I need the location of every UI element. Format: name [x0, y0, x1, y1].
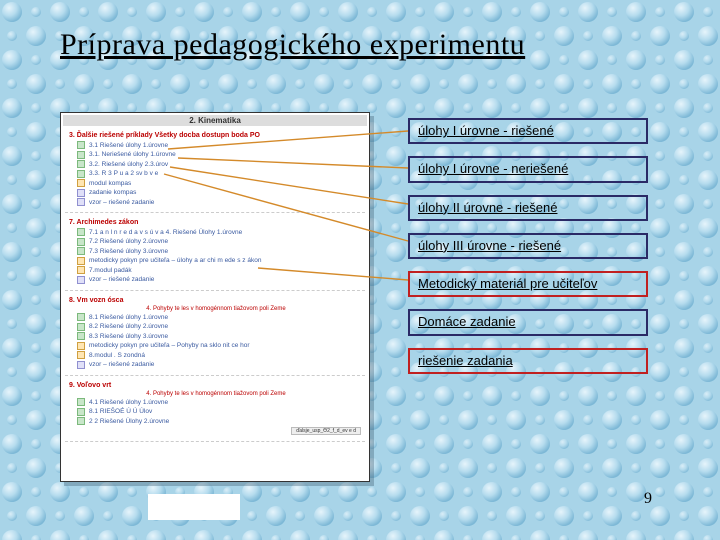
excel-icon	[77, 417, 85, 425]
callout-label: úlohy II úrovne - riešené	[418, 200, 557, 215]
screenshot-row-label: 8.1 RIEŠOÉ Ú Ú Úlov	[89, 408, 152, 415]
callout-label: úlohy III úrovne - riešené	[418, 238, 561, 253]
screenshot-section-subtitle: 4. Pohyby te les v homogénnom tiažovom p…	[71, 391, 361, 397]
footer-white-box	[148, 494, 240, 520]
screenshot-row-label: 8.modul . S zondná	[89, 352, 145, 359]
page-title: Príprava pedagogického experimentu	[60, 28, 525, 62]
excel-icon	[77, 398, 85, 406]
excel-icon	[77, 160, 85, 168]
section-separator	[65, 212, 365, 213]
excel-icon	[77, 323, 85, 331]
excel-icon	[77, 238, 85, 246]
excel-icon	[77, 151, 85, 159]
screenshot-row-label: 7.3 Riešené úlohy 3.úrovne	[89, 248, 168, 255]
excel-icon	[77, 332, 85, 340]
callout-box: úlohy I úrovne - neriešené	[408, 156, 648, 182]
screenshot-row: 7.3 Riešené úlohy 3.úrovne	[77, 247, 361, 255]
screenshot-section-title: 7. Archimedes zákon	[69, 219, 361, 226]
callout-label: úlohy I úrovne - riešené	[418, 123, 554, 138]
screenshot-row-label: 7.1 a n l n r e d a v s ú v a 4. Riešené…	[89, 229, 242, 236]
screenshot-row-label: 3.2. Riešené úlohy 2.3.úrov	[89, 161, 168, 168]
screenshot-row: 3.1 Riešené úlohy 1.úrovne	[77, 141, 361, 149]
screenshot-row: 4.1 Riešené úlohy 1.úrovne	[77, 398, 361, 406]
screenshot-row-label: vzor – riešené zadanie	[89, 361, 154, 368]
screenshot-row-label: 7.modul padák	[89, 267, 132, 274]
screenshot-row: 7.1 a n l n r e d a v s ú v a 4. Riešené…	[77, 228, 361, 236]
screenshot-row-label: 8.3 Riešené úlohy 3.úrovne	[89, 333, 168, 340]
folder-icon	[77, 342, 85, 350]
callout-box: Metodický materiál pre učiteľov	[408, 271, 648, 297]
doc-icon	[77, 198, 85, 206]
screenshot-row-label: vzor – riešené zadanie	[89, 276, 154, 283]
screenshot-row-label: 7.2 Riešené úlohy 2.úrovne	[89, 238, 168, 245]
screenshot-footer-badge: ďalsje_usp_Θ2_f_d_ev e d	[291, 427, 361, 435]
screenshot-row: 8.1 RIEŠOÉ Ú Ú Úlov	[77, 408, 361, 416]
lms-screenshot: 2. Kinematika 3. Ďalšie riešené príklady…	[60, 112, 370, 482]
screenshot-row: 8.modul . S zondná	[77, 351, 361, 359]
screenshot-header: 2. Kinematika	[63, 115, 367, 126]
doc-icon	[77, 189, 85, 197]
screenshot-row: 8.1 Riešené úlohy 1.úrovne	[77, 313, 361, 321]
screenshot-row-label: vzor – riešené zadanie	[89, 199, 154, 206]
screenshot-row: modul kompas	[77, 179, 361, 187]
callout-box: úlohy II úrovne - riešené	[408, 195, 648, 221]
callout-label: riešenie zadania	[418, 353, 513, 368]
folder-icon	[77, 266, 85, 274]
slide-number: 9	[644, 490, 652, 508]
screenshot-section-subtitle: 4. Pohyby te les v homogénnom tiažovom p…	[71, 306, 361, 312]
excel-icon	[77, 247, 85, 255]
screenshot-row-label: 3.1. Neriešené úlohy 1.úrovne	[89, 151, 176, 158]
excel-icon	[77, 228, 85, 236]
excel-icon	[77, 141, 85, 149]
screenshot-row-label: 2 2 Riešené Úlohy 2.úrovne	[89, 418, 169, 425]
excel-icon	[77, 313, 85, 321]
excel-icon	[77, 170, 85, 178]
screenshot-section-title: 3. Ďalšie riešené príklady Všetky docba …	[69, 132, 361, 139]
callout-box: riešenie zadania	[408, 348, 648, 374]
screenshot-row: vzor – riešené zadanie	[77, 276, 361, 284]
screenshot-row: 8.2 Riešené úlohy 2.úrovne	[77, 323, 361, 331]
slide-content: Príprava pedagogického experimentu 2. Ki…	[0, 0, 720, 540]
screenshot-row: 8.3 Riešené úlohy 3.úrovne	[77, 332, 361, 340]
folder-icon	[77, 179, 85, 187]
callout-box: úlohy III úrovne - riešené	[408, 233, 648, 259]
screenshot-section-title: 8. Vm vozn ósca	[69, 297, 361, 304]
screenshot-row-label: metodicky pokyn pre učiteľa – Pohyby na …	[89, 342, 250, 349]
excel-icon	[77, 408, 85, 416]
screenshot-row: vzor – riešené zadanie	[77, 361, 361, 369]
screenshot-row-label: zadanie kompas	[89, 189, 136, 196]
screenshot-section-title: 9. Voľovo vrt	[69, 382, 361, 389]
section-separator	[65, 375, 365, 376]
screenshot-row: 3.2. Riešené úlohy 2.3.úrov	[77, 160, 361, 168]
folder-icon	[77, 257, 85, 265]
screenshot-row-label: 8.1 Riešené úlohy 1.úrovne	[89, 314, 168, 321]
screenshot-row: 7.modul padák	[77, 266, 361, 274]
screenshot-row: 3.3. R 3 P u a 2 sv b v e	[77, 170, 361, 178]
screenshot-row: zadanie kompas	[77, 189, 361, 197]
screenshot-row: 2 2 Riešené Úlohy 2.úrovne	[77, 417, 361, 425]
callout-box: Domáce zadanie	[408, 309, 648, 335]
callout-label: úlohy I úrovne - neriešené	[418, 161, 568, 176]
screenshot-row: 7.2 Riešené úlohy 2.úrovne	[77, 238, 361, 246]
callout-label: Metodický materiál pre učiteľov	[418, 276, 597, 291]
screenshot-row-label: 4.1 Riešené úlohy 1.úrovne	[89, 399, 168, 406]
screenshot-row-label: modul kompas	[89, 180, 131, 187]
callout-column: úlohy I úrovne - riešené úlohy I úrovne -…	[408, 118, 648, 374]
doc-icon	[77, 361, 85, 369]
screenshot-row-label: 8.2 Riešené úlohy 2.úrovne	[89, 323, 168, 330]
screenshot-row: vzor – riešené zadanie	[77, 198, 361, 206]
screenshot-body: 3. Ďalšie riešené príklady Všetky docba …	[69, 132, 361, 442]
section-separator	[65, 441, 365, 442]
screenshot-row-label: metodicky pokyn pre učiteľa – úlohy a ar…	[89, 257, 261, 264]
screenshot-row: metodicky pokyn pre učiteľa – Pohyby na …	[77, 342, 361, 350]
callout-label: Domáce zadanie	[418, 314, 516, 329]
screenshot-row-label: 3.1 Riešené úlohy 1.úrovne	[89, 142, 168, 149]
screenshot-row: metodicky pokyn pre učiteľa – úlohy a ar…	[77, 257, 361, 265]
screenshot-row: 3.1. Neriešené úlohy 1.úrovne	[77, 151, 361, 159]
callout-box: úlohy I úrovne - riešené	[408, 118, 648, 144]
section-separator	[65, 290, 365, 291]
doc-icon	[77, 276, 85, 284]
folder-icon	[77, 351, 85, 359]
screenshot-row-label: 3.3. R 3 P u a 2 sv b v e	[89, 170, 158, 177]
